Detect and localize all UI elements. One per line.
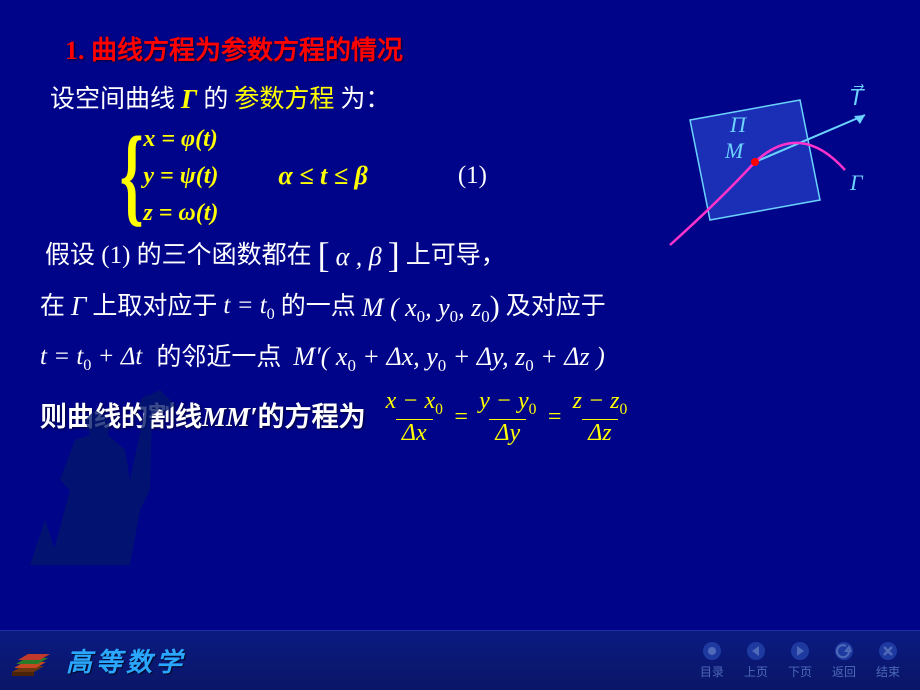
- f3d: Δz: [582, 419, 617, 446]
- eq-sign-2: =: [546, 399, 562, 435]
- label-T: T⃗: [850, 84, 865, 110]
- secant-c: 的方程为: [258, 397, 366, 438]
- t-eq-t0: t = t0: [223, 287, 274, 326]
- intro-text-b: 的: [203, 81, 228, 119]
- point-a: 在: [40, 288, 65, 326]
- f1d: Δx: [396, 419, 433, 446]
- next-icon: [790, 641, 810, 661]
- secant-b: MM′: [202, 397, 258, 438]
- f2s: 0: [529, 400, 537, 417]
- td-b: + Δt: [91, 343, 142, 370]
- end-icon: [878, 641, 898, 661]
- mp-s2: 0: [438, 356, 446, 375]
- nav-back-label: 返回: [832, 663, 856, 680]
- interval: α , β: [336, 237, 382, 276]
- point-b: 上取对应于: [92, 288, 217, 326]
- equation-number: (1): [458, 162, 487, 190]
- frac-z: z − z0 Δz: [567, 389, 634, 446]
- nav-back[interactable]: 返回: [832, 641, 856, 680]
- point-c: 的一点: [281, 288, 356, 326]
- M-prime-point: M′( x0 + Δx, y0 + Δy, z0 + Δz ): [293, 337, 604, 379]
- M-s2: 0: [450, 307, 458, 326]
- f3n: z − z: [573, 388, 620, 414]
- back-icon: [834, 641, 854, 661]
- frac-x: x − x0 Δx: [380, 389, 449, 446]
- nav-toc[interactable]: 目录: [700, 641, 724, 680]
- nav-end[interactable]: 结束: [876, 641, 900, 680]
- eq-z: z = ω(t): [143, 200, 218, 226]
- M-s1: 0: [417, 307, 425, 326]
- right-bracket: ]: [388, 245, 400, 267]
- mp-b: + Δx, y: [356, 342, 438, 371]
- slide-content: 1. 曲线方程为参数方程的情况 设空间曲线 Γ 的 参数方程 为： { x = …: [0, 0, 920, 630]
- assumption-b: 上可导，: [406, 237, 506, 275]
- M-point: M ( x0, y0, z0): [362, 284, 500, 330]
- nav-prev-label: 上页: [744, 663, 768, 680]
- wizard-decoration: [0, 370, 190, 570]
- M-m1: , y: [425, 293, 450, 322]
- M-s3: 0: [481, 307, 489, 326]
- mp-a: M′( x: [293, 342, 347, 371]
- mp-d: + Δz ): [534, 342, 605, 371]
- intro-text-a: 设空间曲线: [50, 81, 175, 119]
- heading-number: 1.: [65, 36, 85, 65]
- mp-s1: 0: [347, 356, 355, 375]
- f2d: Δy: [489, 419, 526, 446]
- left-bracket: [: [318, 245, 330, 267]
- nav-buttons: 目录 上页 下页 返回 结束: [700, 641, 900, 680]
- footer-left: 高等数学: [10, 642, 186, 680]
- f2n: y − y: [479, 388, 529, 414]
- frac-y: y − y0 Δy: [473, 389, 542, 446]
- assumption-a: 假设 (1) 的三个函数都在: [45, 237, 312, 275]
- brace-block: { x = φ(t) y = ψ(t) z = ω(t): [110, 126, 218, 227]
- tangent-plane-diagram: T⃗ Π M Γ: [650, 80, 880, 250]
- nav-prev[interactable]: 上页: [744, 641, 768, 680]
- gamma-symbol: Γ: [181, 79, 197, 120]
- eq-x: x = φ(t): [143, 126, 217, 152]
- t-eq-t0-main: t = t: [223, 292, 266, 319]
- nav-toc-label: 目录: [700, 663, 724, 680]
- label-Pi: Π: [729, 112, 747, 137]
- param-range: α ≤ t ≤ β: [278, 161, 367, 191]
- nav-next-label: 下页: [788, 663, 812, 680]
- M-m2: , z: [458, 293, 481, 322]
- label-M: M: [724, 138, 745, 163]
- secant-equation: x − x0 Δx = y − y0 Δy = z − z0 Δz: [376, 389, 638, 446]
- eq-y: y = ψ(t): [143, 163, 218, 189]
- eq-sign-1: =: [453, 399, 469, 435]
- intro-text-c: 参数方程: [234, 81, 334, 119]
- toc-icon: [702, 641, 722, 661]
- gamma-2: Γ: [71, 286, 86, 327]
- label-Gamma: Γ: [849, 170, 864, 195]
- left-brace: {: [120, 129, 144, 223]
- prev-icon: [746, 641, 766, 661]
- equation-stack: x = φ(t) y = ψ(t) z = ω(t): [143, 126, 218, 227]
- t-eq-t0-sub: 0: [267, 305, 275, 323]
- td-a: t = t: [40, 343, 83, 370]
- f3s: 0: [619, 400, 627, 417]
- M-a: M ( x: [362, 293, 417, 322]
- point-line: 在 Γ 上取对应于 t = t0 的一点 M ( x0, y0, z0) 及对应…: [40, 284, 880, 330]
- nav-next[interactable]: 下页: [788, 641, 812, 680]
- f1s: 0: [435, 400, 443, 417]
- point-M: [751, 158, 759, 166]
- books-icon: [10, 642, 54, 680]
- mp-c: + Δy, z: [446, 342, 525, 371]
- footer-bar: 高等数学 目录 上页 下页 返回 结束: [0, 630, 920, 690]
- mp-s3: 0: [525, 356, 533, 375]
- point-d: 及对应于: [506, 288, 606, 326]
- section-heading: 1. 曲线方程为参数方程的情况: [40, 30, 880, 67]
- f1n: x − x: [386, 388, 436, 414]
- nav-end-label: 结束: [876, 663, 900, 680]
- intro-text-d: 为：: [340, 81, 390, 119]
- M-end: ): [490, 290, 500, 323]
- footer-title: 高等数学: [66, 642, 186, 679]
- heading-text: 曲线方程为参数方程的情况: [91, 36, 403, 65]
